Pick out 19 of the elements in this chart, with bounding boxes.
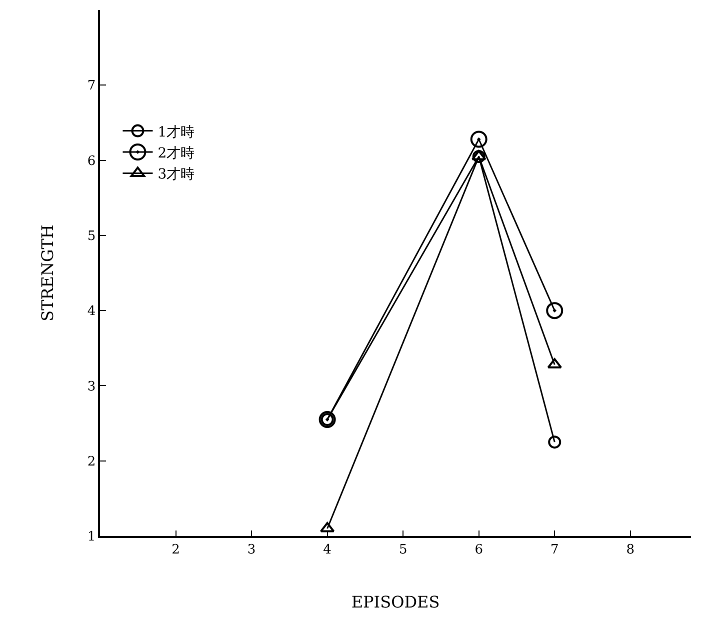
y-axis-title: STRENGTH (38, 224, 57, 322)
x-tick-label: 8 (626, 542, 635, 558)
x-tick-label: 4 (323, 542, 332, 558)
legend-label: 3才時 (158, 166, 195, 183)
y-tick-label: 5 (87, 228, 96, 244)
x-tick-label: 6 (474, 542, 483, 558)
x-axis-title: EPISODES (351, 592, 440, 612)
x-tick-label: 5 (398, 542, 408, 558)
x-tick-label: 3 (247, 542, 256, 558)
y-tick-label: 1 (87, 530, 96, 545)
x-tick-label: 2 (172, 542, 180, 558)
legend-label: 1才時 (158, 124, 195, 140)
y-tick-label: 3 (87, 379, 96, 394)
y-tick-label: 4 (87, 304, 96, 320)
legend-label: 2才時 (158, 145, 195, 162)
y-tick-label: 2 (87, 454, 96, 470)
y-tick-label: 7 (87, 78, 96, 94)
x-tick-label: 7 (550, 542, 559, 558)
y-tick-label: 6 (87, 154, 96, 169)
